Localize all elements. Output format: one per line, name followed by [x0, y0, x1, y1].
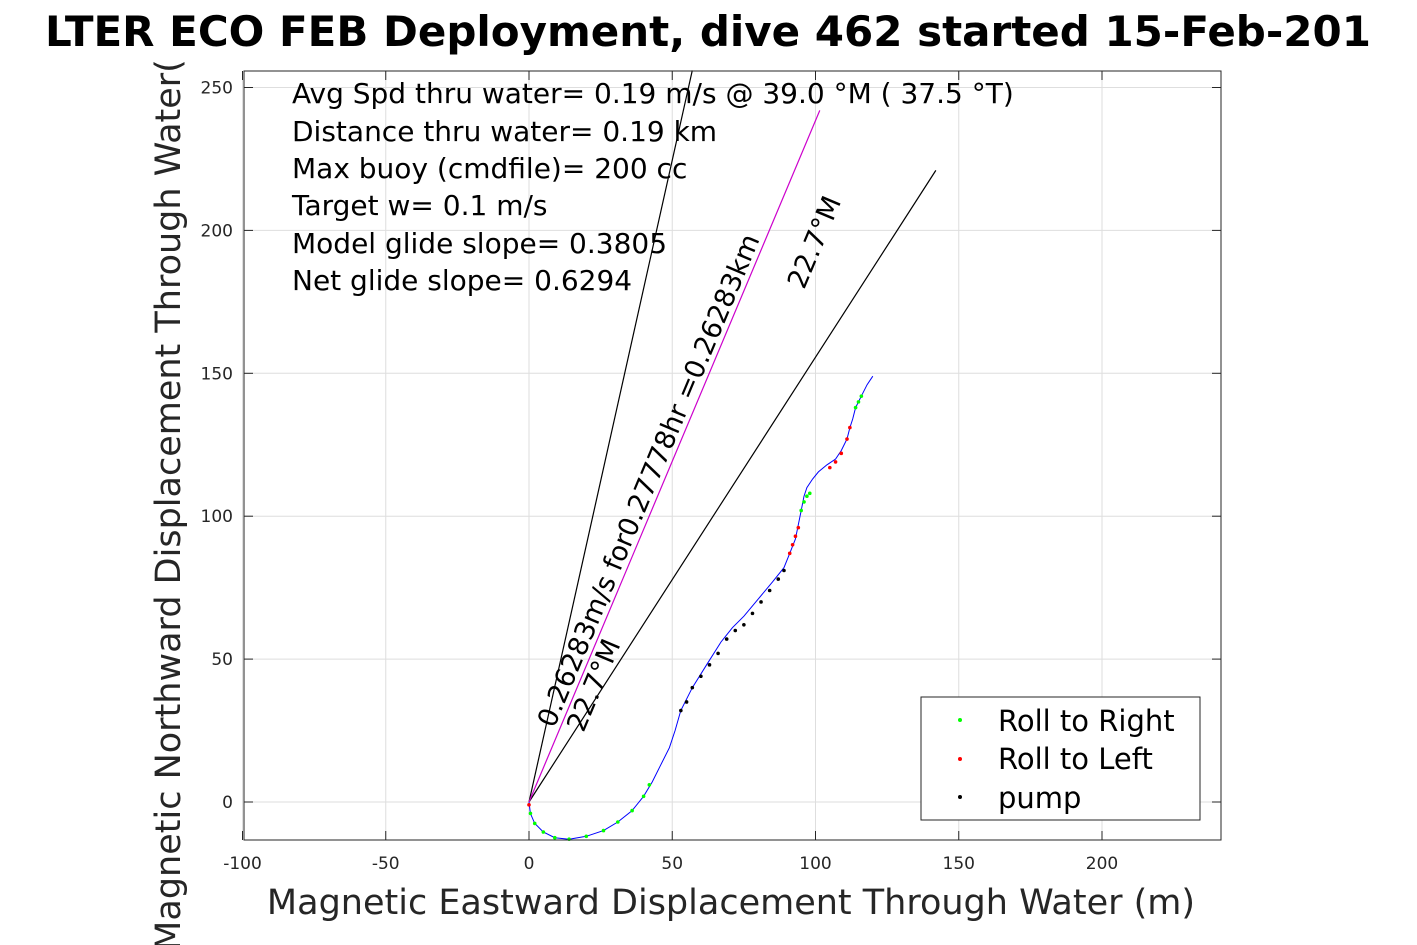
legend-marker-roll-right — [958, 718, 962, 722]
x-tick-label: 100 — [799, 854, 831, 874]
roll-to-right-point — [641, 794, 646, 799]
reference-line — [528, 110, 821, 803]
x-tick-label: 50 — [661, 854, 683, 874]
y-tick-label: 100 — [201, 507, 233, 527]
pump-point — [750, 611, 755, 616]
x-tick-label: 200 — [1086, 854, 1118, 874]
roll-to-right-point — [532, 821, 537, 826]
legend-marker-pump — [958, 795, 962, 799]
y-tick-label: 50 — [211, 650, 233, 670]
legend-roll-right: Roll to Right — [998, 704, 1175, 738]
roll-to-right-point — [805, 494, 809, 498]
reference-line — [528, 170, 937, 803]
roll-to-left-point — [839, 451, 844, 456]
plot-area-frame — [243, 70, 1222, 841]
pump-point — [684, 700, 689, 704]
pump-point — [767, 588, 772, 593]
roll-to-right-point — [584, 834, 589, 839]
x-tick-labels: -100 -50 0 50 100 150 200 — [223, 854, 1118, 874]
pump-point — [707, 663, 712, 667]
roll-to-left-point — [793, 534, 798, 539]
y-tick-label: 200 — [201, 221, 233, 241]
pump-point — [716, 651, 720, 656]
roll-to-right-point — [616, 820, 620, 824]
pump-point — [776, 577, 781, 581]
roll-to-right-point — [853, 405, 858, 410]
x-axis-label: Magnetic Eastward Displacement Through W… — [267, 883, 1195, 923]
current-label: 0.26283m/s for0.27778hr =0.26283km — [532, 230, 767, 732]
legend: Roll to Right Roll to Left pump — [920, 696, 1201, 821]
avg-speed-text: Avg Spd thru water= 0.19 m/s @ 39.0 °M (… — [292, 77, 1014, 110]
y-axis-label: Magnetic Northward Displacement Through … — [149, 59, 189, 945]
x-tick-label: 150 — [943, 854, 975, 874]
pump-point — [690, 685, 695, 690]
heading-label: 22.7°M — [782, 192, 848, 293]
roll-to-right-point — [541, 830, 546, 834]
roll-to-right-point — [807, 491, 812, 496]
pump-point — [742, 623, 746, 627]
roll-to-left-point — [787, 551, 792, 556]
pump-point — [724, 637, 729, 641]
legend-marker-roll-left — [958, 757, 962, 761]
max-buoy-text: Max buoy (cmdfile)= 200 cc — [292, 152, 687, 185]
pump-point — [733, 628, 738, 633]
roll-to-left-point — [790, 542, 795, 547]
roll-to-right-point — [601, 828, 606, 833]
trajectory-line — [528, 375, 874, 840]
roll-to-left-point — [848, 425, 852, 430]
roll-to-right-point — [799, 508, 803, 513]
roll-to-right-point — [630, 808, 634, 813]
legend-box — [920, 696, 1201, 821]
reference-lines — [528, 70, 937, 803]
legend-roll-left: Roll to Left — [998, 742, 1153, 776]
chart-title: LTER ECO FEB Deployment, dive 462 starte… — [45, 7, 1371, 56]
y-tick-labels: 0 50 100 150 200 250 — [201, 79, 233, 814]
x-tick-label: -50 — [372, 854, 400, 874]
x-tick-label: -100 — [223, 854, 262, 874]
roll-to-right-point — [647, 783, 652, 787]
roll-to-left-point — [527, 803, 531, 807]
roll-to-right-point — [528, 811, 533, 816]
roll-to-left-point — [845, 437, 849, 441]
reference-line — [528, 70, 693, 803]
pump-point — [679, 708, 683, 713]
net-glide-text: Net glide slope= 0.6294 — [292, 264, 632, 297]
pump-point — [782, 568, 786, 573]
y-tick-label: 0 — [222, 793, 233, 813]
series-layer — [527, 375, 874, 841]
x-tick-label: 0 — [524, 854, 535, 874]
roll-to-left-point — [796, 525, 801, 530]
y-tick-label: 250 — [201, 79, 233, 99]
roll-to-right-point — [552, 835, 557, 840]
roll-to-right-point — [802, 500, 806, 504]
roll-to-left-point — [828, 465, 832, 470]
distance-text: Distance thru water= 0.19 km — [292, 115, 717, 148]
legend-pump: pump — [998, 781, 1081, 815]
stats-annotation: Avg Spd thru water= 0.19 m/s @ 39.0 °M (… — [291, 77, 1014, 297]
roll-to-left-point — [833, 460, 838, 464]
model-glide-text: Model glide slope= 0.3805 — [292, 227, 667, 260]
pump-point — [699, 674, 703, 679]
roll-to-right-point — [856, 400, 861, 404]
roll-to-right-point — [859, 394, 864, 398]
y-tick-label: 150 — [201, 364, 233, 384]
target-w-text: Target w= 0.1 m/s — [291, 189, 548, 222]
pump-point — [759, 600, 763, 604]
